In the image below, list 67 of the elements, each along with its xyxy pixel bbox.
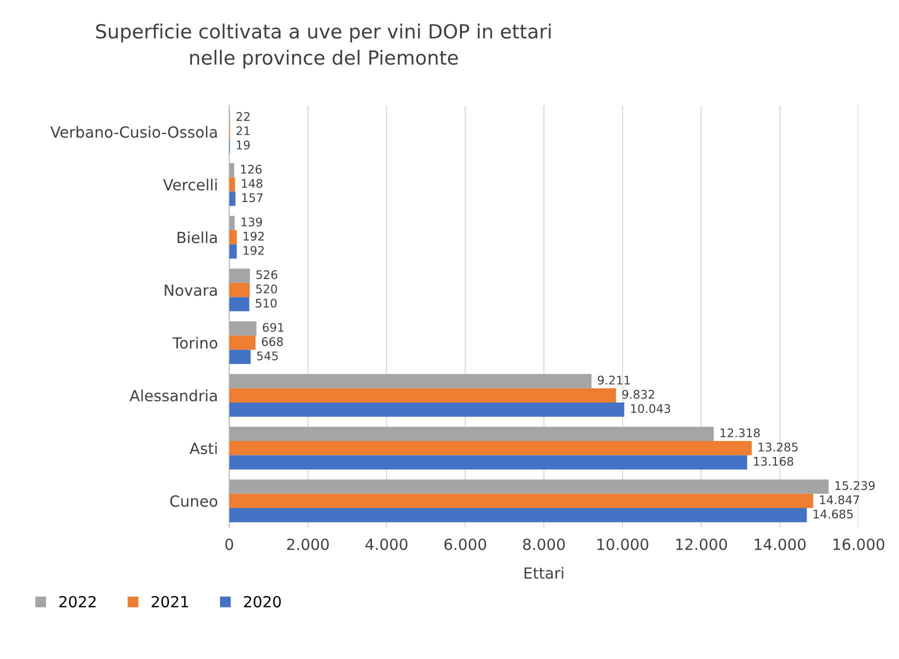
legend-label: 2020 [244, 596, 281, 608]
data-label: 14.685 [814, 510, 853, 518]
data-label: 526 [256, 270, 278, 280]
bar [229, 508, 807, 522]
bar [229, 177, 236, 192]
data-label: 9.832 [622, 390, 654, 399]
bar [229, 244, 237, 259]
y-tick-label: Vercelli [163, 178, 217, 191]
data-label: 19 [236, 140, 250, 150]
bar [229, 388, 616, 403]
data-label: 157 [242, 193, 262, 202]
data-label: 15.239 [835, 481, 875, 490]
data-label: 192 [244, 232, 264, 241]
y-tick-label: Torino [172, 336, 218, 349]
bar [229, 374, 592, 388]
data-label: 510 [256, 298, 277, 308]
bar [229, 268, 250, 283]
data-label: 14.847 [820, 495, 860, 504]
x-tick-label: 4.000 [365, 538, 408, 550]
bar [229, 336, 256, 350]
y-tick-label: Alessandria [130, 390, 217, 402]
data-label: 545 [257, 352, 278, 360]
y-tick-label: Asti [190, 442, 217, 454]
y-tick-label: Verbano-Cusio-Ossola [50, 126, 217, 138]
chart-title: Superficie coltivata a uve per vini DOP in ettari nelle province del Piemonte [96, 24, 551, 69]
bar [229, 192, 236, 206]
bar [229, 297, 250, 312]
bar [229, 321, 256, 336]
x-tick-label: 16.000 [833, 538, 884, 550]
bar [229, 230, 237, 244]
y-tick-label: Biella [178, 231, 217, 244]
x-tick-label: 2.000 [287, 538, 329, 550]
data-label: 22 [236, 112, 250, 121]
bar [229, 402, 624, 417]
bar [229, 282, 250, 298]
data-label: 126 [241, 164, 262, 174]
x-tick-label: 6.000 [444, 538, 486, 550]
data-label: 192 [244, 246, 264, 255]
data-label: 12.318 [720, 428, 760, 438]
legend-label: 2022 [59, 596, 96, 608]
bar [229, 350, 251, 364]
x-axis-title: Ettari [524, 566, 564, 579]
data-label: 21 [236, 126, 250, 136]
x-tick-label: 12.000 [676, 538, 727, 550]
bar [229, 455, 748, 470]
data-label: 13.285 [758, 442, 798, 452]
y-tick-label: Novara [164, 284, 217, 296]
x-tick-label: 14.000 [754, 538, 806, 550]
bar [229, 426, 714, 442]
bar [229, 441, 752, 456]
bar [229, 163, 234, 178]
data-label: 520 [256, 284, 277, 294]
data-label: 10.043 [631, 404, 670, 414]
bar [229, 479, 829, 494]
data-label: 9.211 [598, 376, 630, 385]
bar [229, 216, 235, 230]
data-label: 139 [242, 218, 262, 226]
x-tick-label: 0 [225, 538, 234, 550]
data-label: 13.168 [754, 456, 794, 466]
data-label: 668 [262, 337, 283, 346]
bar [229, 494, 814, 508]
data-label: 691 [262, 322, 284, 332]
x-tick-label: 10.000 [598, 538, 648, 550]
data-label: 148 [242, 179, 262, 188]
x-tick-label: 8.000 [523, 538, 565, 550]
y-tick-label: Cuneo [170, 495, 218, 507]
legend-label: 2021 [152, 596, 188, 608]
